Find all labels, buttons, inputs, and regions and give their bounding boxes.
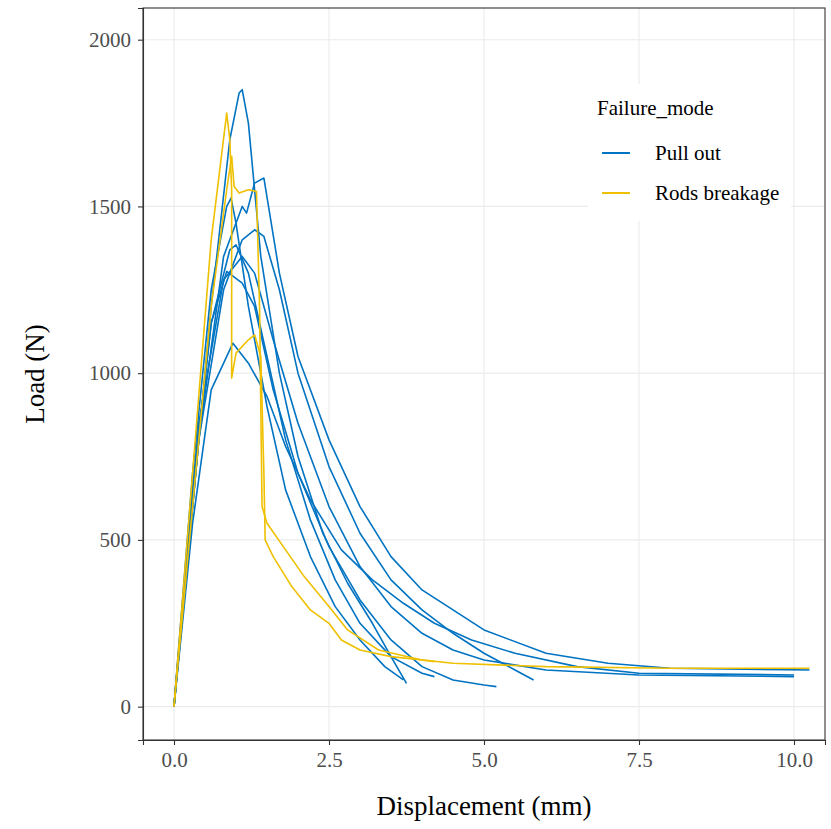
- tick-mark: [138, 40, 143, 41]
- tick-label: 2.5: [316, 748, 342, 772]
- tick-mark: [794, 740, 795, 745]
- tick: 5.0: [471, 740, 497, 772]
- y-axis: 0 500 1000 1500 2000: [89, 9, 144, 741]
- grid: [143, 8, 825, 740]
- series-line: [174, 113, 810, 707]
- series-line: [174, 256, 794, 706]
- tick-mark: [138, 373, 143, 374]
- tick-mark: [639, 740, 640, 745]
- tick: 2000: [89, 28, 143, 52]
- tick-label: 500: [100, 528, 132, 552]
- grid-line: [173, 8, 174, 740]
- tick-label: 10.0: [776, 748, 813, 772]
- tick: 500: [100, 528, 144, 552]
- grid-line: [793, 8, 794, 740]
- grid-line: [328, 8, 329, 740]
- axis-line: [144, 741, 826, 746]
- tick-label: 1500: [89, 195, 131, 219]
- legend-key: [602, 192, 630, 194]
- tick-label: 0.0: [161, 748, 187, 772]
- tick-label: 5.0: [471, 748, 497, 772]
- tick: 7.5: [626, 740, 652, 772]
- x-axis-title: Displacement (mm): [376, 791, 591, 821]
- tick-mark: [138, 707, 143, 708]
- tick: 0.0: [161, 740, 187, 772]
- legend-label: Rods breakage: [655, 181, 779, 205]
- tick: 1500: [89, 195, 143, 219]
- axis-line: [138, 9, 144, 741]
- tick: 10.0: [776, 740, 813, 772]
- tick-mark: [329, 740, 330, 745]
- plot: 0.0 2.5 5.0 7.5 10.0 0 500 1000 1500 2000: [89, 8, 826, 772]
- legend-key: [602, 152, 630, 154]
- series-line: [174, 343, 794, 706]
- tick-label: 0: [121, 695, 132, 719]
- tick: 1000: [89, 361, 143, 385]
- lines: [174, 90, 810, 707]
- plot-background: [143, 8, 825, 740]
- grid-line: [143, 39, 825, 40]
- legend-title: Failure_mode: [597, 96, 714, 120]
- grid-line: [143, 706, 825, 707]
- tick-label: 1000: [89, 361, 131, 385]
- series-line: [174, 156, 434, 706]
- tick-mark: [138, 540, 143, 541]
- legend: Failure_mode Pull out Rods breakage: [588, 84, 791, 221]
- series-line: [174, 178, 810, 707]
- tick-mark: [484, 740, 485, 745]
- tick-label: 7.5: [626, 748, 652, 772]
- legend-label: Pull out: [655, 141, 721, 165]
- grid-line: [143, 373, 825, 374]
- plot-frame: [143, 8, 825, 740]
- tick: 0: [121, 695, 144, 719]
- tick: 2.5: [316, 740, 342, 772]
- legend-background: [588, 84, 791, 221]
- series-line: [174, 245, 434, 707]
- tick-mark: [174, 740, 175, 745]
- y-axis-title: Load (N): [20, 324, 50, 424]
- chart: 0.0 2.5 5.0 7.5 10.0 0 500 1000 1500 2000 Displace…: [0, 0, 831, 829]
- x-axis: 0.0 2.5 5.0 7.5 10.0: [144, 740, 826, 772]
- series-line: [174, 230, 534, 707]
- tick-label: 2000: [89, 28, 131, 52]
- grid-line: [143, 539, 825, 540]
- tick-mark: [138, 206, 143, 207]
- series-line: [174, 271, 496, 706]
